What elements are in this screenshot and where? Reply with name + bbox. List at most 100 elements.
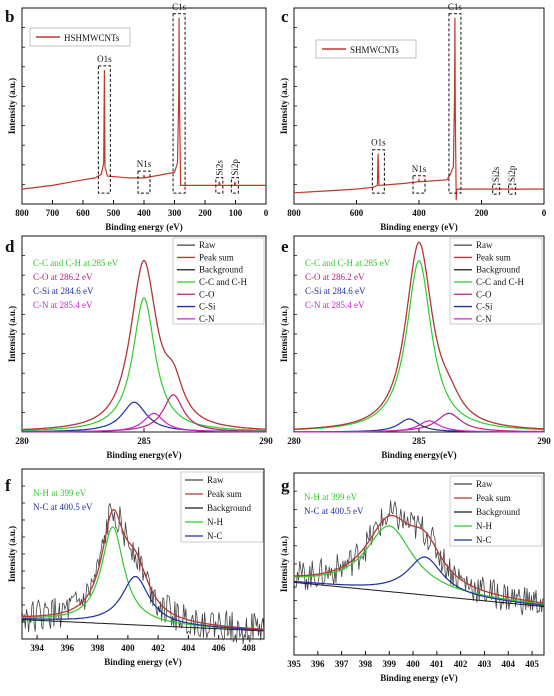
- x-tick-label: 401: [430, 659, 444, 669]
- component-line: [22, 412, 266, 433]
- legend-label: Background: [476, 507, 520, 517]
- peak-label: C1s: [448, 2, 463, 12]
- legend-label: Peak sum: [207, 489, 242, 499]
- component-line: [294, 420, 544, 433]
- x-tick-label: 400: [412, 208, 426, 218]
- x-tick-label: 800: [15, 208, 29, 218]
- panel-letter: e: [281, 237, 289, 256]
- component-line: [293, 556, 545, 606]
- annotation-text: N-H at 399 eV: [304, 492, 358, 502]
- peak-box: [97, 65, 111, 194]
- peak-box: [172, 13, 186, 194]
- annotation-text: C-O at 286.2 eV: [33, 272, 93, 282]
- x-tick-label: 395: [287, 659, 301, 669]
- peak-box: [508, 183, 517, 195]
- legend-label: N-C: [207, 531, 223, 541]
- x-tick-label: 300: [168, 208, 182, 218]
- legend-box: [449, 475, 543, 547]
- peak-label: Si2p: [230, 159, 240, 176]
- legend-label: C-Si: [199, 302, 216, 312]
- annotation-text: C-Si at 284.6 eV: [33, 286, 94, 296]
- peak-box: [137, 170, 151, 194]
- x-axis-label: Binding energy (eV): [105, 222, 183, 232]
- peak-sum-line: [294, 241, 545, 430]
- y-axis-label: Intensity (a.u.): [7, 526, 17, 582]
- x-tick-label: 406: [212, 643, 226, 653]
- peak-sum-line: [22, 259, 267, 431]
- annotation-text: C-N at 285.4 eV: [305, 300, 365, 310]
- peak-label: C1s: [172, 2, 187, 12]
- peak-sum-line: [21, 509, 264, 630]
- x-tick-label: 400: [137, 208, 151, 218]
- legend-label: N-H: [476, 521, 492, 531]
- x-tick-label: 280: [287, 436, 301, 446]
- component-line: [293, 525, 545, 605]
- x-tick-label: 600: [76, 208, 90, 218]
- x-tick-label: 404: [502, 659, 516, 669]
- annotation-text: C-N at 285.4 eV: [33, 300, 93, 310]
- x-tick-label: 285: [137, 436, 151, 446]
- component-line: [22, 297, 266, 431]
- x-axis-label: Binding energy (eV): [380, 222, 458, 232]
- annotation-text: C-C and C-H at 285 eV: [305, 258, 391, 268]
- annotation-text: C-C and C-H at 285 eV: [33, 258, 119, 268]
- raw-line: [21, 502, 265, 644]
- legend-label: Raw: [476, 479, 493, 489]
- legend-label: HSHMWCNTs: [64, 33, 120, 43]
- x-tick-label: 403: [478, 659, 492, 669]
- x-tick-label: 396: [311, 659, 325, 669]
- x-tick-label: 396: [61, 643, 75, 653]
- x-tick-label: 394: [30, 643, 44, 653]
- x-tick-label: 700: [46, 208, 60, 218]
- peak-box: [492, 183, 501, 195]
- x-tick-label: 408: [242, 643, 256, 653]
- x-axis-label: Binding energy (eV): [104, 657, 182, 667]
- peak-label: O1s: [371, 138, 386, 148]
- peak-box: [371, 149, 385, 194]
- peak-label: N1s: [412, 164, 427, 174]
- y-axis-label: Intensity (a.u.): [7, 78, 17, 134]
- peak-label: Si2s: [214, 160, 224, 176]
- x-tick-label: 404: [182, 643, 196, 653]
- legend-label: C-N: [476, 314, 492, 324]
- legend-label: Background: [207, 503, 251, 513]
- chart-panel-f: f 394 396 398 400 402 404 406 408 Binding energy …: [5, 468, 265, 667]
- legend-label: Peak sum: [476, 252, 511, 262]
- legend-box: [29, 27, 131, 47]
- legend-box: [315, 39, 417, 59]
- x-tick-label: 100: [229, 208, 243, 218]
- legend-label: C-C and C-H: [476, 277, 524, 287]
- legend-label: Background: [476, 265, 520, 275]
- x-tick-label: 200: [198, 208, 212, 218]
- legend-label: Peak sum: [199, 252, 234, 262]
- legend-label: N-H: [207, 517, 223, 527]
- legend-label: C-Si: [476, 302, 493, 312]
- annotation-text: N-C at 400.5 eV: [33, 502, 93, 512]
- x-tick-label: 400: [406, 659, 420, 669]
- y-axis-label: Intensity (a.u.): [279, 306, 289, 362]
- chart-panel-g: g 395 396 397 398 399 400 401 402 403 404 405 Bindin…: [279, 472, 545, 683]
- x-tick-label: 285: [412, 436, 426, 446]
- chart-panel-e: e 280 285 290 Binding energy(eV) Intensity (a…: [279, 235, 551, 460]
- legend-box: [449, 237, 543, 325]
- legend-label: Peak sum: [476, 493, 511, 503]
- x-tick-label: 399: [382, 659, 396, 669]
- component-line: [22, 575, 264, 631]
- peak-label: Si2p: [507, 165, 517, 182]
- annotation-text: N-H at 399 eV: [33, 488, 87, 498]
- background-line: [21, 619, 264, 632]
- x-tick-label: 600: [350, 208, 364, 218]
- legend-label: Raw: [476, 240, 493, 250]
- legend-label: SHMWCNTs: [350, 45, 399, 55]
- x-tick-label: 290: [259, 436, 273, 446]
- x-tick-label: 400: [121, 643, 135, 653]
- x-tick-label: 800: [287, 208, 301, 218]
- legend-box: [180, 471, 264, 543]
- x-tick-label: 290: [537, 436, 551, 446]
- x-tick-label: 397: [335, 659, 349, 669]
- peak-box: [448, 13, 462, 194]
- x-tick-label: 405: [525, 659, 539, 669]
- peak-box: [230, 177, 239, 194]
- x-axis-label: Binding energy(eV): [381, 450, 456, 460]
- legend-label: C-O: [199, 289, 215, 299]
